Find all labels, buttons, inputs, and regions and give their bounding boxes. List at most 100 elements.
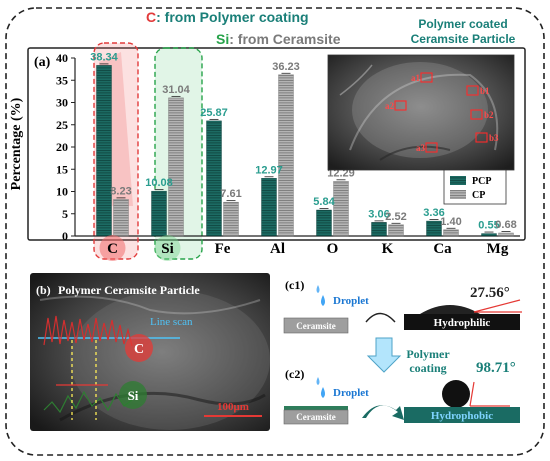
panel-b: (b) Polymer Ceramsite Particle Line scan… — [30, 273, 270, 431]
sem-marker-label-a1: a1 — [411, 73, 421, 83]
hydrophobic-label: Hydrophobic — [431, 410, 493, 422]
sem-marker-box-b1 — [466, 85, 479, 96]
droplet-icon-c1-small — [316, 285, 320, 293]
category-labels: C Si Fe Al O K Ca Mg — [99, 235, 509, 261]
y-tick-label: 35 — [56, 73, 68, 87]
sem-marker-label-b1: b1 — [480, 86, 490, 96]
bar-pcp-si — [151, 190, 167, 237]
category-label-mg: Mg — [487, 241, 509, 257]
sem-marker-label-b2: b2 — [484, 110, 494, 120]
bar-pcp-mg — [481, 233, 497, 237]
category-label-ca: Ca — [433, 241, 452, 257]
bar-pcp-ca — [426, 220, 442, 237]
bar-cp-al — [278, 74, 294, 237]
sem-marker-box-a2 — [394, 100, 407, 111]
si-linescan-trace — [43, 390, 133, 414]
bar-cp-si — [168, 97, 184, 237]
si-element-badge-text: Si — [128, 388, 139, 403]
category-label-fe: Fe — [215, 241, 231, 257]
chart-panel-a: (a) Percentage (%) 0 5 10 15 20 25 30 35 40 38.3… — [9, 42, 526, 261]
hydrophilic-label: Hydrophilic — [434, 317, 491, 329]
sem-inset-image: a1 a2 a3 b1 b2 b3 — [327, 54, 515, 171]
ceramsite-block-c1 — [283, 317, 349, 334]
ceramsite-block-c2 — [283, 409, 349, 425]
sem-marker-box-a1 — [420, 72, 433, 83]
category-label-si: Si — [161, 241, 174, 257]
legend-swatch-cp — [450, 190, 466, 199]
chart-legend: PCP CP — [443, 169, 507, 205]
droplet-label-c2: Droplet — [333, 387, 369, 399]
bar-value-labels: 38.34 8.23 10.08 31.04 25.87 7.61 12.97 36.23 5.… — [90, 51, 516, 231]
y-tick-label: 20 — [56, 140, 68, 154]
line-scan-label: Line scan — [150, 316, 193, 328]
bar-cp-k — [388, 224, 404, 237]
panel-label-b: (b) — [36, 283, 51, 297]
sem-marker-label-a3: a3 — [416, 143, 426, 153]
category-label-c: C — [107, 241, 118, 257]
sem-marker-label-a2: a2 — [385, 101, 395, 111]
inset-title-line2: Ceramsite Particle — [411, 32, 516, 46]
bar-cp-fe — [223, 201, 239, 237]
value-label-cp-mg: 0.68 — [495, 219, 516, 231]
arc-arrow-icon-c2 — [362, 405, 404, 420]
sem-marker-group: a1 a2 a3 b1 b2 b3 — [385, 72, 499, 153]
y-tick-label: 15 — [56, 162, 68, 176]
water-drop-hydrophobic — [442, 380, 470, 408]
category-label-o: O — [327, 241, 339, 257]
legend-label-cp: CP — [472, 190, 485, 201]
bar-pcp-fe — [206, 120, 222, 237]
si-element-badge — [119, 381, 147, 409]
y-axis-title: Percentage (%) — [9, 97, 24, 190]
droplet-icon-c1 — [321, 295, 325, 306]
value-label-pcp-ca: 3.36 — [423, 207, 444, 219]
legend-label-pcp: PCP — [472, 176, 491, 187]
contact-angle-c1: 27.56° — [470, 285, 510, 301]
y-tick-label: 25 — [56, 118, 68, 132]
y-tick-label: 5 — [62, 207, 68, 221]
c-source-note: C: from Polymer coating — [146, 9, 309, 25]
bar-pcp-al — [261, 178, 277, 237]
y-ticks: 0 5 10 15 20 25 30 35 40 — [56, 51, 75, 243]
bar-pcp-o — [316, 209, 332, 237]
process-arrow — [366, 337, 402, 373]
value-label-pcp-fe: 25.87 — [200, 107, 228, 119]
value-label-cp-ca: 1.40 — [440, 216, 461, 228]
bar-pcp-k — [371, 222, 387, 237]
value-label-pcp-k: 3.06 — [368, 208, 389, 220]
value-label-cp-k: 2.52 — [385, 211, 406, 223]
category-label-k: K — [382, 241, 394, 257]
panel-b-title: Polymer Ceramsite Particle — [58, 283, 200, 297]
c-element-badge — [125, 334, 153, 362]
c-element-badge-text: C — [134, 342, 144, 357]
c-linescan-trace — [43, 315, 133, 347]
hydrophobic-surface — [404, 407, 520, 423]
water-drop-hydrophilic — [420, 305, 480, 314]
sem-marker-box-b2 — [470, 109, 483, 120]
angle-line-c1 — [473, 299, 521, 313]
value-label-cp-al: 36.23 — [272, 61, 300, 73]
arrow-label-line2: coating — [409, 361, 446, 375]
y-tick-label: 30 — [56, 96, 68, 110]
bar-cp-c — [113, 199, 129, 237]
angle-line-c2 — [469, 381, 475, 407]
si-category-circle — [154, 235, 181, 261]
contact-angle-c2: 98.71° — [476, 360, 516, 376]
panel-label-c1: (c1) — [285, 278, 304, 292]
arrow-label-line1: Polymer — [406, 347, 450, 361]
polymer-coating-layer — [284, 406, 348, 410]
value-label-pcp-c: 38.34 — [90, 51, 118, 63]
y-tick-label: 40 — [56, 51, 68, 65]
si-source-note: Si: from Ceramsite — [216, 31, 341, 47]
bar-cp-o — [333, 181, 349, 237]
sem-marker-label-b3: b3 — [489, 133, 499, 143]
value-label-cp-c: 8.23 — [110, 185, 131, 197]
droplet-label-c1: Droplet — [333, 295, 369, 307]
y-tick-label: 0 — [62, 229, 68, 243]
y-tick-label: 10 — [56, 185, 68, 199]
value-label-cp-fe: 7.61 — [220, 188, 241, 200]
value-label-cp-si: 31.04 — [162, 84, 190, 96]
bar-series — [96, 63, 514, 237]
droplet-icon-c2 — [321, 387, 325, 398]
panel-c: (c1) (c2) Droplet Ceramsite Hydrophilic … — [283, 278, 522, 425]
